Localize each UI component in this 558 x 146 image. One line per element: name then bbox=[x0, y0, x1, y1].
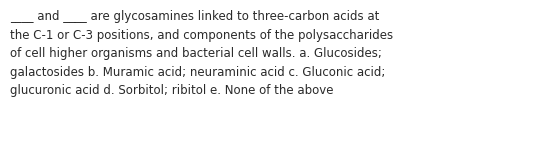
Text: ____ and ____ are glycosamines linked to three-carbon acids at
the C-1 or C-3 po: ____ and ____ are glycosamines linked to… bbox=[10, 10, 393, 97]
